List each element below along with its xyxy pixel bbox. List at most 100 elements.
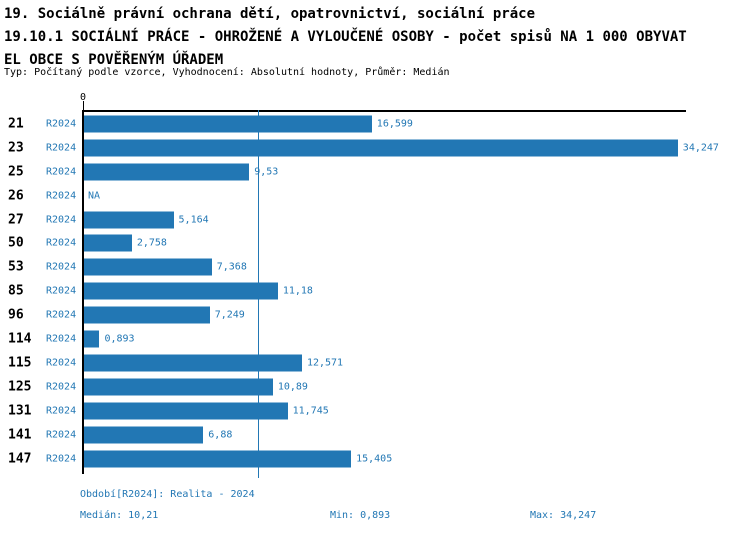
- row-period-label: R2024: [46, 118, 77, 130]
- bar: [84, 115, 372, 133]
- bar: [84, 282, 278, 300]
- bar-area: 7,368: [84, 255, 724, 279]
- plot-rows: 21 R2024 16,599 23 R2024 34,247 25 R2024…: [0, 112, 750, 471]
- bar-row: 26 R2024 NA: [0, 184, 750, 208]
- footer-max: Max: 34,247: [530, 510, 597, 521]
- bar-value-label: 12,571: [306, 357, 344, 369]
- row-period-label: R2024: [46, 190, 77, 202]
- bar-row: 115 R2024 12,571: [0, 351, 750, 375]
- indicator-meta: Typ: Počítaný podle vzorce, Vyhodnocení:…: [4, 67, 450, 78]
- bar-row: 85 R2024 11,18: [0, 279, 750, 303]
- footer-period-line: Období[R2024]: Realita - 2024: [80, 489, 255, 500]
- row-code-label: 25: [8, 164, 24, 180]
- row-code-label: 125: [8, 379, 32, 395]
- x-axis-zero-label: 0: [79, 92, 87, 103]
- bar-area: 11,745: [84, 399, 724, 423]
- bar-value-label: 2,758: [136, 237, 167, 249]
- bar-value-label: 5,164: [178, 214, 209, 226]
- bar-area: 7,249: [84, 303, 724, 327]
- row-code-label: 141: [8, 427, 32, 443]
- row-period-label: R2024: [46, 214, 77, 226]
- row-code-label: 115: [8, 355, 32, 371]
- bar-area: 11,18: [84, 279, 724, 303]
- bar-row: 131 R2024 11,745: [0, 399, 750, 423]
- bar: [84, 354, 302, 372]
- bar-row: 50 R2024 2,758: [0, 232, 750, 256]
- footer-min: Min: 0,893: [330, 510, 391, 521]
- bar-area: 9,53: [84, 160, 724, 184]
- row-period-label: R2024: [46, 237, 77, 249]
- bar-area: 5,164: [84, 208, 724, 232]
- bar-value-label: 7,368: [216, 261, 247, 273]
- bar-row: 125 R2024 10,89: [0, 375, 750, 399]
- bar-value-label: 7,249: [214, 309, 245, 321]
- indicator-title-line2: EL OBCE S POVĚŘENÝM ÚŘADEM: [4, 52, 224, 68]
- bar-area: 6,88: [84, 423, 724, 447]
- bar: [84, 258, 212, 276]
- bar: [84, 426, 204, 444]
- row-code-label: 26: [8, 188, 24, 204]
- bar-area: 16,599: [84, 112, 724, 136]
- bar-value-label: 11,745: [292, 405, 329, 417]
- x-axis-line: [82, 110, 686, 112]
- bar-value-label: 11,18: [282, 285, 313, 297]
- bar: [84, 163, 250, 181]
- row-period-label: R2024: [46, 261, 77, 273]
- x-axis-zero-tick: [83, 101, 84, 110]
- bar-row: 21 R2024 16,599: [0, 112, 750, 136]
- bar-area: 34,247: [84, 136, 724, 160]
- bar-value-label: 9,53: [254, 166, 279, 178]
- bar: [84, 402, 288, 420]
- row-period-label: R2024: [46, 405, 77, 417]
- bar-value-label: 0,893: [104, 333, 135, 345]
- row-period-label: R2024: [46, 453, 77, 465]
- bar-area: 15,405: [84, 447, 724, 471]
- bar-value-label: NA: [88, 190, 101, 202]
- row-period-label: R2024: [46, 381, 77, 393]
- bar-value-label: 6,88: [208, 429, 233, 441]
- footer-median: Medián: 10,21: [80, 510, 159, 521]
- bar-row: 53 R2024 7,368: [0, 255, 750, 279]
- row-code-label: 23: [8, 140, 24, 156]
- row-period-label: R2024: [46, 429, 77, 441]
- row-period-label: R2024: [46, 285, 77, 297]
- row-code-label: 85: [8, 283, 24, 299]
- chart-title-block: 19. Sociálně právní ochrana dětí, opatro…: [4, 3, 687, 72]
- bar: [84, 330, 100, 348]
- bar-row: 147 R2024 15,405: [0, 447, 750, 471]
- row-code-label: 114: [8, 331, 32, 347]
- indicator-title-line1: 19.10.1 SOCIÁLNÍ PRÁCE - OHROŽENÉ A VYLO…: [4, 29, 687, 45]
- bar-area: 0,893: [84, 327, 724, 351]
- bar: [84, 139, 678, 157]
- bar: [84, 211, 174, 229]
- bar-value-label: 16,599: [376, 118, 413, 130]
- bar-value-label: 15,405: [356, 453, 393, 465]
- row-code-label: 131: [8, 403, 32, 419]
- chapter-title: 19. Sociálně právní ochrana dětí, opatro…: [4, 6, 536, 22]
- row-code-label: 21: [8, 116, 24, 132]
- bar-row: 23 R2024 34,247: [0, 136, 750, 160]
- bar-row: 25 R2024 9,53: [0, 160, 750, 184]
- row-period-label: R2024: [46, 142, 77, 154]
- row-code-label: 147: [8, 451, 32, 467]
- row-code-label: 27: [8, 212, 24, 228]
- bar: [84, 234, 132, 252]
- row-code-label: 50: [8, 235, 24, 251]
- bar-row: 141 R2024 6,88: [0, 423, 750, 447]
- row-code-label: 96: [8, 307, 24, 323]
- row-period-label: R2024: [46, 333, 77, 345]
- bar-area: 12,571: [84, 351, 724, 375]
- row-period-label: R2024: [46, 357, 77, 369]
- bar-row: 27 R2024 5,164: [0, 208, 750, 232]
- bar-value-label: 10,89: [277, 381, 308, 393]
- bar-area: NA: [84, 184, 724, 208]
- row-period-label: R2024: [46, 309, 77, 321]
- y-axis-line: [82, 110, 84, 474]
- bar: [84, 378, 273, 396]
- row-code-label: 53: [8, 259, 24, 275]
- bar: [84, 306, 210, 324]
- bar-area: 2,758: [84, 232, 724, 256]
- bar-value-label: 34,247: [682, 142, 719, 154]
- bar-row: 96 R2024 7,249: [0, 303, 750, 327]
